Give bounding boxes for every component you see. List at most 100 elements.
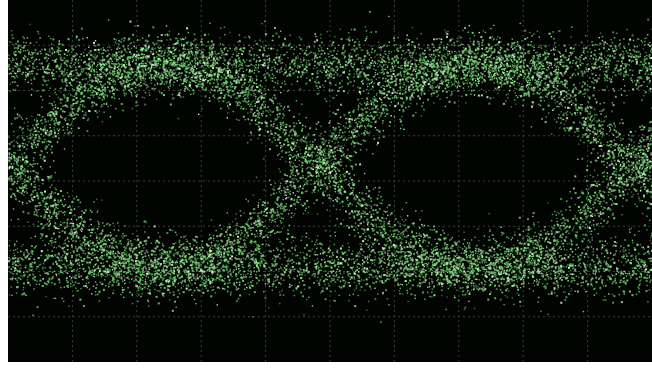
trace-point: [602, 299, 604, 301]
trace-point: [142, 55, 145, 58]
trace-point: [250, 46, 252, 49]
trace-point: [61, 247, 64, 250]
trace-point: [111, 54, 113, 56]
trace-point: [381, 280, 384, 282]
trace-point: [605, 262, 607, 265]
trace-point: [60, 65, 62, 67]
trace-point: [603, 89, 606, 92]
trace-point: [605, 61, 608, 64]
trace-point: [385, 274, 387, 276]
trace-point: [357, 274, 360, 277]
trace-point: [262, 54, 265, 57]
trace-point: [292, 53, 295, 55]
trace-point: [93, 41, 95, 44]
trace-point: [404, 65, 407, 68]
trace-point: [106, 274, 109, 276]
trace-point: [580, 56, 582, 58]
trace-point: [433, 253, 435, 255]
trace-point: [9, 294, 11, 296]
trace-point: [58, 281, 61, 284]
trace-point: [556, 288, 558, 290]
trace-point: [177, 251, 180, 253]
trace-point: [522, 275, 524, 277]
trace-point: [606, 250, 608, 252]
trace-point: [364, 289, 366, 292]
trace-point: [194, 57, 196, 59]
trace-point: [337, 44, 339, 46]
trace-point: [466, 82, 468, 84]
trace-point: [632, 270, 635, 272]
trace-point: [553, 287, 556, 290]
trace-point: [303, 314, 305, 316]
trace-point: [163, 292, 165, 295]
trace-point: [613, 254, 615, 256]
trace-point: [334, 281, 337, 284]
trace-point: [384, 50, 386, 52]
trace-point: [281, 62, 284, 64]
trace-point: [601, 65, 603, 68]
trace-point: [377, 232, 379, 235]
trace-point: [298, 65, 301, 68]
trace-point: [402, 50, 405, 52]
trace-point: [376, 63, 378, 65]
trace-point: [358, 251, 361, 253]
trace-point: [536, 51, 539, 53]
trace-point: [76, 80, 78, 83]
trace-point: [335, 94, 338, 96]
trace-point: [386, 44, 389, 47]
trace-point: [506, 288, 509, 290]
trace-point: [291, 60, 294, 63]
trace-point: [113, 278, 115, 281]
trace-point: [18, 67, 21, 70]
trace-point: [40, 62, 43, 65]
trace-point: [554, 256, 556, 258]
trace-point: [122, 265, 125, 267]
trace-point: [100, 93, 103, 96]
trace-point: [353, 76, 355, 78]
trace-point: [15, 50, 17, 53]
trace-point: [379, 250, 381, 253]
trace-point: [61, 72, 64, 75]
trace-point: [482, 286, 485, 289]
trace-point: [620, 272, 623, 274]
trace-point: [145, 239, 148, 242]
trace-point: [315, 267, 317, 270]
trace-point: [214, 55, 217, 58]
trace-point: [547, 313, 549, 315]
trace-point: [90, 69, 93, 71]
trace-point: [608, 266, 610, 268]
trace-point: [348, 284, 351, 287]
trace-point: [91, 248, 93, 250]
trace-point: [22, 71, 25, 74]
trace-point: [360, 49, 362, 51]
trace-point: [308, 249, 311, 252]
trace-point: [353, 28, 356, 31]
trace-point: [126, 63, 128, 66]
trace-point: [533, 267, 536, 270]
trace-point: [69, 65, 71, 67]
trace-point: [632, 39, 635, 42]
trace-point: [602, 63, 605, 66]
trace-point: [141, 59, 144, 61]
trace-point: [420, 87, 423, 89]
trace-point: [38, 62, 41, 65]
trace-point: [331, 62, 334, 65]
trace-point: [373, 271, 375, 273]
trace-point: [382, 268, 384, 270]
trace-point: [72, 55, 75, 58]
trace-point: [255, 271, 258, 273]
trace-point: [635, 267, 637, 269]
trace-point: [432, 260, 434, 263]
trace-point: [223, 53, 225, 56]
trace-point: [33, 288, 35, 290]
trace-point: [250, 284, 252, 287]
trace-point: [187, 54, 189, 56]
trace-point: [500, 261, 502, 263]
trace-point: [390, 233, 393, 236]
trace-point: [544, 52, 547, 55]
trace-point: [640, 259, 643, 261]
trace-point: [587, 51, 589, 53]
trace-point: [545, 286, 547, 288]
trace-point: [287, 57, 289, 59]
trace-point: [349, 52, 352, 54]
